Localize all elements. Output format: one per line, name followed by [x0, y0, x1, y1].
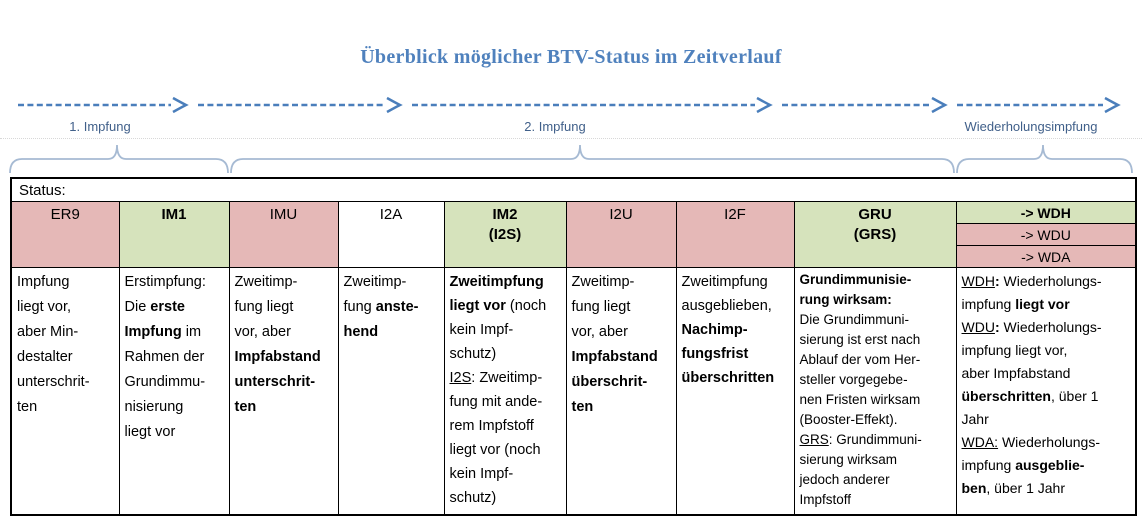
- text-run: Wiederholungs- impfung liegt vor, aber I…: [961, 319, 1102, 381]
- text-run: WDH: [961, 273, 995, 289]
- body-cell-imu: Zweitimp- fung liegt vor, aber Impfabsta…: [228, 267, 339, 516]
- text-run: , über 1 Jahr: [986, 480, 1065, 496]
- text-run: Zweitimpfung ausgeblieben,: [681, 274, 772, 314]
- header-cell-i2a: I2A: [337, 201, 445, 268]
- text-run: erste Impfung: [124, 299, 185, 340]
- arrowhead-icon: [172, 96, 189, 114]
- text-run: Zweitimp- fung: [343, 274, 407, 315]
- subheader-wdh: -> WDH: [957, 202, 1136, 223]
- text-run: (noch kein Impf- schutz): [449, 298, 547, 362]
- curly-brace-icon: [9, 144, 229, 174]
- body-cell-im1: Erstimpfung: Die erste Impfung im Rahmen…: [118, 267, 230, 516]
- brace-svg: [9, 144, 1133, 174]
- subheader-wdu: -> WDU: [957, 223, 1136, 245]
- text-run: ausgeblie- ben: [961, 457, 1085, 496]
- arrowhead-icon: [931, 96, 948, 114]
- text-run: :: [994, 319, 1000, 335]
- subheader-wda: -> WDA: [957, 245, 1136, 267]
- body-cell-wdh-wdu-wda: WDH: Wiederholungs- impfung liegt vor WD…: [955, 267, 1137, 516]
- status-row-label: Status:: [10, 177, 1137, 202]
- text-run: Die Grundimmuni- sierung ist erst nach A…: [799, 312, 921, 427]
- text-run: WDA:: [961, 434, 999, 450]
- body-cell-i2a: Zweitimp- fung anste- hend: [337, 267, 445, 516]
- text-run: : Zweitimp- fung mit ande- rem Impfstoff…: [449, 370, 543, 506]
- body-cell-i2u: Zweitimp- fung liegt vor, aber Impfabsta…: [565, 267, 677, 516]
- header-cell-gru: GRU (GRS): [793, 201, 957, 268]
- text-run: anste- hend: [343, 299, 419, 340]
- text-run: Nachimp- fungsfrist überschritten: [681, 322, 775, 386]
- body-cell-i2f: Zweitimpfung ausgeblieben, Nachimp- fung…: [675, 267, 795, 516]
- text-run: Zweitimp- fung liegt vor, aber: [571, 274, 635, 340]
- header-cell-i2f: I2F: [675, 201, 795, 268]
- timeline-label-1-impfung: 1. Impfung: [69, 119, 131, 134]
- curly-brace-icon: [956, 144, 1133, 174]
- btv-status-table-grid: Status: ER9 IM1 IMU I2A IM2 (I2S) I2U I2F GRU (G…: [10, 177, 1138, 516]
- curly-brace-icon: [230, 144, 955, 174]
- arrowhead-icon: [386, 96, 403, 114]
- text-run: Wiederholungs- impfung: [961, 273, 1102, 312]
- arrowhead-icon: [756, 96, 773, 114]
- text-run: Grundimmunisie- rung wirksam:: [799, 272, 912, 307]
- timeline-arrow-svg: [18, 96, 1121, 114]
- text-run: Impfabstand überschrit- ten: [571, 349, 658, 415]
- dotted-divider-line: [0, 138, 1142, 139]
- body-cell-er9: Impfung liegt vor, aber Min- destalter u…: [10, 267, 120, 516]
- body-cell-im2: Zweitimpfung liegt vor (noch kein Impf- …: [443, 267, 567, 516]
- header-cell-i2u: I2U: [565, 201, 677, 268]
- header-cell-er9: ER9: [10, 201, 120, 268]
- text-run: : Grundimmuni- sierung wirksam jedoch an…: [799, 432, 922, 507]
- timeline-label-wiederholungsimpfung: Wiederholungsimpfung: [964, 119, 1098, 134]
- text-run: im Rahmen der Grundimmu- nisierung liegt…: [124, 324, 206, 440]
- timeline-arrows: [0, 94, 1142, 118]
- text-run: , über 1 Jahr: [961, 388, 1099, 427]
- header-cell-imu: IMU: [228, 201, 339, 268]
- timeline-braces: [0, 142, 1142, 178]
- text-run: :: [994, 273, 1000, 289]
- text-run: WDU: [961, 319, 995, 335]
- timeline-label-2-impfung: 2. Impfung: [524, 119, 586, 134]
- header-cell-im1: IM1: [118, 201, 230, 268]
- text-run: Wiederholungs- impfung: [961, 434, 1101, 473]
- text-run: GRS: [799, 432, 829, 447]
- text-run: Impfabstand unterschrit- ten: [234, 349, 321, 415]
- arrowhead-icon: [1104, 96, 1121, 114]
- btv-status-table: Status: ER9 IM1 IMU I2A IM2 (I2S) I2U I2F GRU (G…: [10, 177, 1138, 516]
- text-run: Impfung liegt vor, aber Min- destalter u…: [17, 274, 90, 415]
- page-title: Überblick möglicher BTV-Status im Zeitve…: [360, 46, 782, 68]
- text-run: Zweitimp- fung liegt vor, aber: [234, 274, 298, 340]
- text-run: Zweitimpfung liegt vor: [449, 274, 544, 314]
- text-run: überschritten: [961, 388, 1051, 404]
- text-run: liegt vor: [1015, 296, 1070, 312]
- body-cell-gru: Grundimmunisie- rung wirksam: Die Grundi…: [793, 267, 957, 516]
- header-cell-im2: IM2 (I2S): [443, 201, 567, 268]
- text-run: I2S: [449, 370, 472, 386]
- text-run: Erstimpfung: Die: [124, 274, 206, 315]
- header-cell-wdh-wdu-wda: -> WDH -> WDU -> WDA: [955, 201, 1137, 268]
